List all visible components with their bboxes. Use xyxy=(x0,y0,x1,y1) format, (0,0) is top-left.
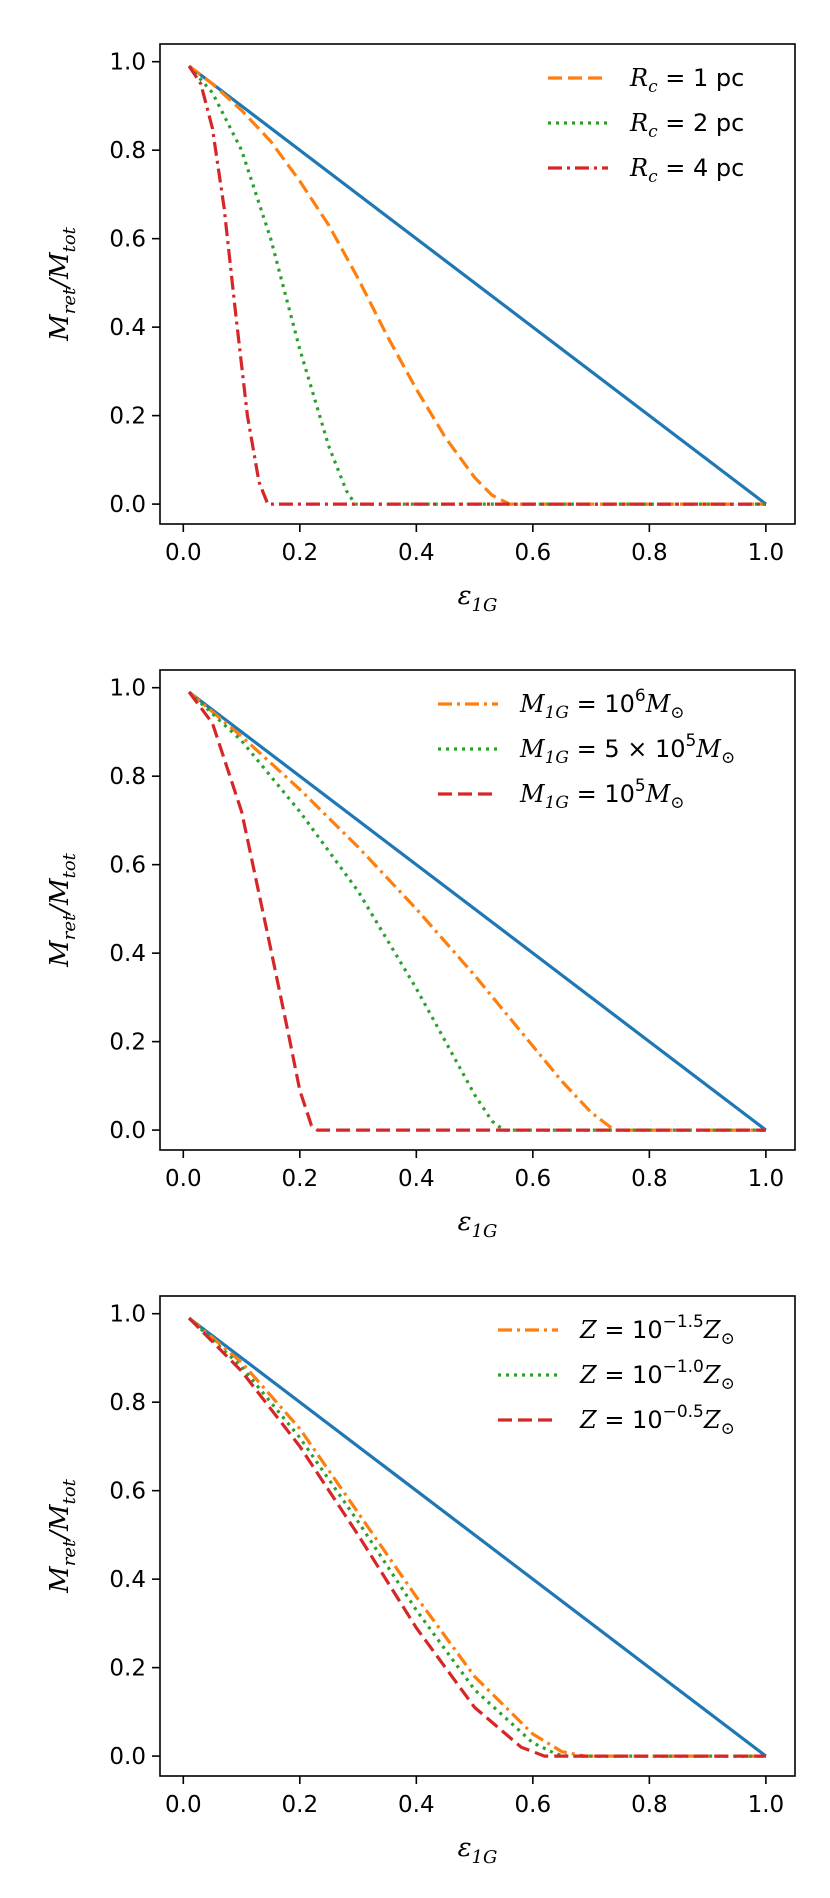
series-line-rc-1-pc xyxy=(188,64,766,506)
legend-label: Rc = 2 pc xyxy=(629,109,744,142)
y-axis-label: Mret/Mtot xyxy=(45,852,80,968)
y-tick-label: 0.2 xyxy=(109,1030,146,1056)
y-tick-label: 0.4 xyxy=(109,315,146,341)
legend-label: Rc = 4 pc xyxy=(629,154,744,187)
series-line-m1g-10-5-msun xyxy=(187,691,766,1132)
series-line-reference xyxy=(188,64,767,506)
y-tick-label: 0.8 xyxy=(109,138,146,164)
x-axis-label: ε1G xyxy=(458,1207,498,1242)
series-line-m1g-10-6-msun xyxy=(188,690,766,1132)
legend-label: M1G = 106M⊙ xyxy=(519,686,685,723)
x-tick-label: 0.2 xyxy=(282,540,319,566)
chart-panel-1: 0.0 0.2 0.4 0.6 0.8 1.0 0.0 0.2 0.4 0.6 0.8 1.0 ε1G M… xyxy=(45,43,796,616)
series-line-rc-2-pc xyxy=(187,65,766,506)
legend-label: Z = 10−0.5Z⊙ xyxy=(579,1402,735,1439)
y-axis-label: Mret/Mtot xyxy=(45,226,80,342)
legend-label: Rc = 1 pc xyxy=(629,64,744,97)
y-axis-label: Mret/Mtot xyxy=(45,1478,80,1594)
x-axis-label: ε1G xyxy=(458,581,498,616)
y-tick-label: 0.6 xyxy=(109,1479,146,1505)
series-line-reference xyxy=(188,690,767,1132)
y-tick-label: 0.2 xyxy=(109,1656,146,1682)
x-tick-label: 0.0 xyxy=(165,1166,202,1192)
y-tick-label: 0.6 xyxy=(109,227,146,253)
y-tick-label: 1.0 xyxy=(109,50,146,76)
x-tick-label: 0.8 xyxy=(631,540,668,566)
series-line-reference xyxy=(188,1316,767,1758)
y-tick-label: 1.0 xyxy=(109,1302,146,1328)
series-line-rc-4-pc xyxy=(187,65,766,506)
x-tick-label: 0.0 xyxy=(165,540,202,566)
y-tick-label: 0.8 xyxy=(109,1390,146,1416)
y-tick-label: 0.6 xyxy=(109,853,146,879)
plot-frame xyxy=(159,43,796,525)
x-tick-label: 0.6 xyxy=(515,540,552,566)
y-tick-label: 0.4 xyxy=(109,941,146,967)
chart-panel-3: 0.0 0.2 0.4 0.6 0.8 1.0 0.0 0.2 0.4 0.6 0.8 1.0 ε1G M… xyxy=(45,1295,796,1868)
legend-label: Z = 10−1.0Z⊙ xyxy=(579,1357,735,1394)
y-tick-label: 0.0 xyxy=(109,1744,146,1770)
x-tick-label: 0.4 xyxy=(398,540,435,566)
y-tick-label: 0.2 xyxy=(109,404,146,430)
legend-label: M1G = 5 × 105M⊙ xyxy=(519,731,735,768)
plot-frame xyxy=(159,1295,796,1777)
x-tick-label: 0.4 xyxy=(398,1166,435,1192)
x-tick-label: 0.2 xyxy=(282,1166,319,1192)
y-tick-label: 0.8 xyxy=(109,764,146,790)
y-tick-label: 1.0 xyxy=(109,676,146,702)
series-line-z-10-0-5-zsun xyxy=(187,1316,766,1758)
y-tick-label: 0.0 xyxy=(109,492,146,518)
legend-label: M1G = 105M⊙ xyxy=(519,776,685,813)
chart-panel-2: 0.0 0.2 0.4 0.6 0.8 1.0 0.0 0.2 0.4 0.6 0.8 1.0 ε1G M… xyxy=(45,669,796,1242)
plot-frame xyxy=(159,669,796,1151)
x-tick-label: 0.8 xyxy=(631,1166,668,1192)
x-tick-label: 1.0 xyxy=(748,540,785,566)
y-tick-label: 0.0 xyxy=(109,1118,146,1144)
x-tick-label: 1.0 xyxy=(748,1166,785,1192)
legend-label: Z = 10−1.5Z⊙ xyxy=(579,1312,735,1349)
series-line-z-10-1-5-zsun xyxy=(188,1316,766,1758)
y-tick-label: 0.4 xyxy=(109,1567,146,1593)
x-tick-label: 0.6 xyxy=(515,1792,552,1818)
x-axis-label: ε1G xyxy=(458,1833,498,1868)
x-tick-label: 0.4 xyxy=(398,1792,435,1818)
x-tick-label: 0.6 xyxy=(515,1166,552,1192)
x-tick-label: 0.2 xyxy=(282,1792,319,1818)
x-tick-label: 1.0 xyxy=(748,1792,785,1818)
x-tick-label: 0.8 xyxy=(631,1792,668,1818)
x-tick-label: 0.0 xyxy=(165,1792,202,1818)
